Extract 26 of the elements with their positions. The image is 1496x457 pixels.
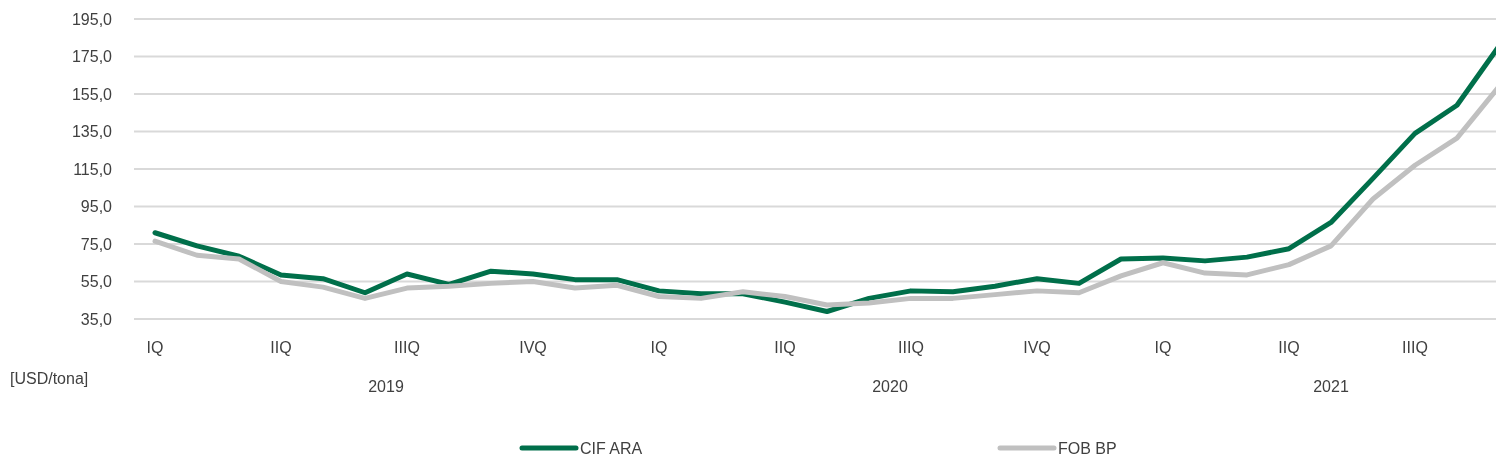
- y-tick-label: 55,0: [80, 273, 113, 291]
- x-tick-label: IVQ: [519, 339, 547, 356]
- x-tick-label: IIQ: [1278, 339, 1300, 356]
- x-tick-label: IQ: [650, 339, 668, 356]
- y-tick-label: 95,0: [80, 198, 113, 216]
- y-tick-label: 75,0: [80, 235, 113, 253]
- y-tick-label: 115,0: [73, 160, 113, 178]
- x-tick-label: IIQ: [270, 339, 292, 356]
- legend-label: FOB BP: [1058, 439, 1117, 457]
- text: 2021: [1313, 378, 1349, 395]
- x-tick-label: IIIQ: [1402, 339, 1428, 356]
- y-tick-label: 35,0: [80, 310, 113, 328]
- y-tick-label: 195,0: [71, 10, 113, 28]
- x-tick-label: IIQ: [774, 339, 796, 356]
- text: 2020: [872, 378, 908, 395]
- x-tick-label: IIIQ: [898, 339, 924, 356]
- x-tick-label: IIIQ: [394, 339, 420, 356]
- y-tick-label: 175,0: [71, 48, 113, 66]
- x-tick-label: IQ: [146, 339, 164, 356]
- y-tick-label: 155,0: [71, 85, 113, 103]
- y-tick-label: 135,0: [71, 123, 113, 141]
- x-tick-label: IVQ: [1023, 339, 1051, 356]
- legend-label: CIF ARA: [580, 439, 643, 457]
- y-axis-title: [USD/tona]: [10, 370, 89, 387]
- x-tick-label: IQ: [1154, 339, 1172, 356]
- text: 2019: [368, 378, 404, 395]
